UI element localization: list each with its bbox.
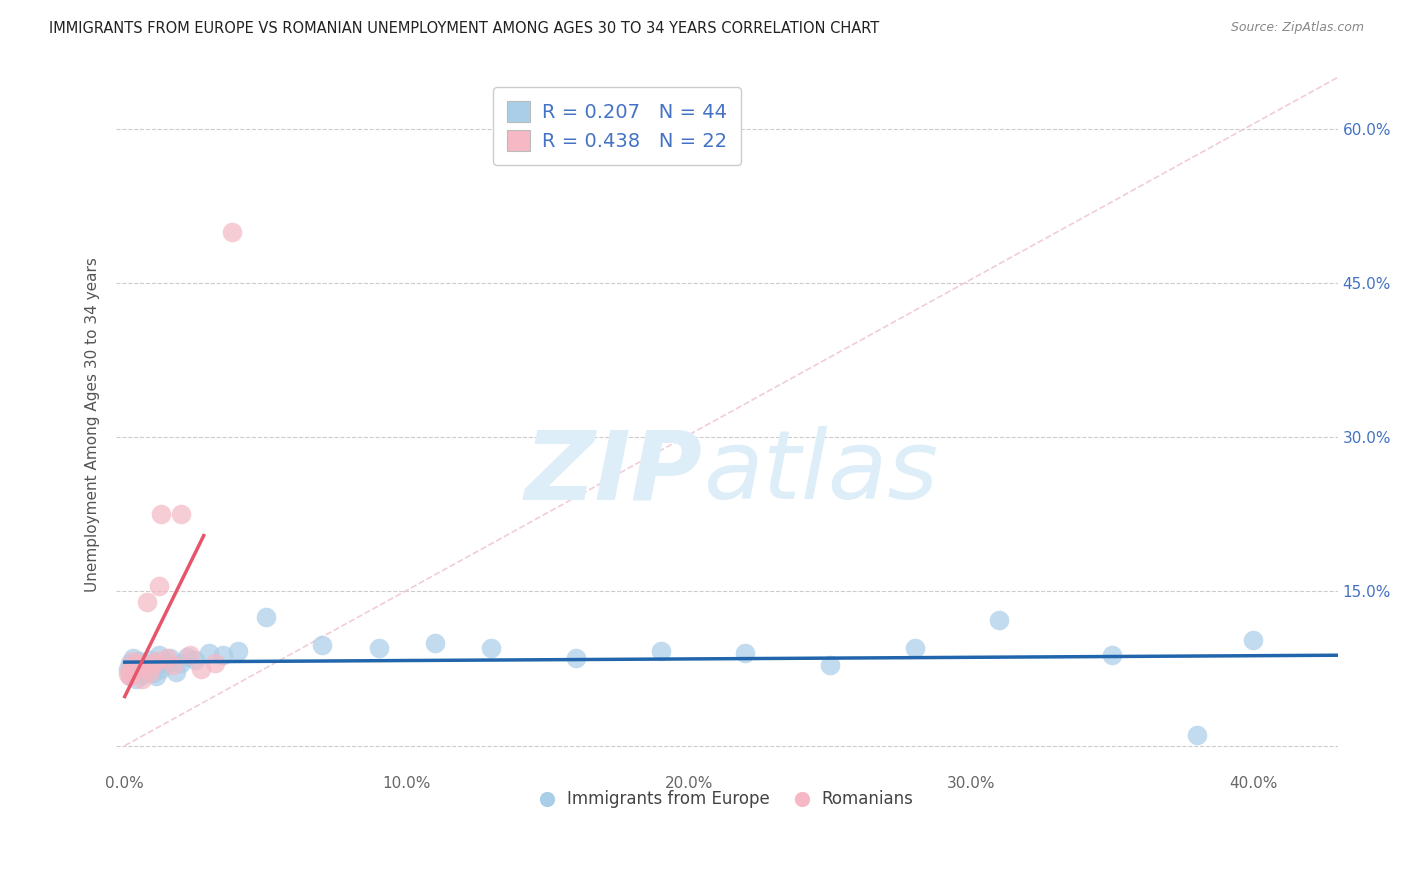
- Point: [122, 651, 145, 665]
- Point: [120, 669, 142, 683]
- Point: [128, 666, 150, 681]
- Point: [481, 640, 503, 655]
- Text: ZIP: ZIP: [524, 426, 703, 519]
- Point: [650, 644, 672, 658]
- Point: [142, 657, 165, 672]
- Point: [190, 662, 212, 676]
- Point: [136, 595, 159, 609]
- Text: atlas: atlas: [703, 426, 938, 519]
- Point: [423, 636, 446, 650]
- Point: [131, 667, 153, 681]
- Point: [125, 658, 148, 673]
- Point: [120, 662, 142, 676]
- Point: [156, 657, 179, 672]
- Point: [184, 653, 207, 667]
- Point: [142, 665, 165, 680]
- Point: [204, 657, 226, 671]
- Point: [170, 508, 193, 522]
- Point: [128, 654, 150, 668]
- Point: [212, 648, 235, 663]
- Point: [125, 672, 148, 686]
- Point: [988, 613, 1011, 627]
- Point: [179, 648, 201, 663]
- Point: [153, 654, 176, 668]
- Point: [134, 657, 156, 671]
- Point: [148, 648, 170, 663]
- Point: [221, 225, 243, 239]
- Point: [903, 640, 925, 655]
- Point: [565, 651, 588, 665]
- Point: [734, 646, 756, 660]
- Point: [131, 672, 153, 686]
- Point: [120, 669, 142, 683]
- Point: [139, 653, 162, 667]
- Point: [117, 666, 139, 681]
- Y-axis label: Unemployment Among Ages 30 to 34 years: Unemployment Among Ages 30 to 34 years: [86, 257, 100, 592]
- Point: [162, 658, 184, 673]
- Point: [150, 508, 173, 522]
- Point: [150, 662, 173, 676]
- Point: [145, 654, 167, 668]
- Point: [117, 662, 139, 676]
- Point: [159, 651, 181, 665]
- Point: [198, 646, 221, 660]
- Point: [156, 651, 179, 665]
- Point: [128, 657, 150, 671]
- Point: [122, 654, 145, 668]
- Point: [122, 665, 145, 679]
- Text: IMMIGRANTS FROM EUROPE VS ROMANIAN UNEMPLOYMENT AMONG AGES 30 TO 34 YEARS CORREL: IMMIGRANTS FROM EUROPE VS ROMANIAN UNEMP…: [49, 21, 880, 36]
- Point: [1241, 632, 1264, 647]
- Point: [226, 644, 249, 658]
- Point: [134, 660, 156, 674]
- Point: [136, 659, 159, 673]
- Point: [131, 660, 153, 674]
- Point: [1101, 648, 1123, 663]
- Point: [311, 638, 333, 652]
- Point: [145, 669, 167, 683]
- Point: [142, 657, 165, 672]
- Point: [818, 658, 841, 673]
- Point: [139, 665, 162, 679]
- Point: [122, 665, 145, 679]
- Point: [176, 650, 198, 665]
- Point: [1185, 728, 1208, 742]
- Legend: Immigrants from Europe, Romanians: Immigrants from Europe, Romanians: [534, 784, 920, 815]
- Point: [170, 657, 193, 671]
- Point: [254, 610, 277, 624]
- Point: [367, 640, 389, 655]
- Point: [120, 657, 142, 671]
- Point: [148, 579, 170, 593]
- Point: [134, 663, 156, 677]
- Point: [165, 665, 187, 679]
- Text: Source: ZipAtlas.com: Source: ZipAtlas.com: [1230, 21, 1364, 34]
- Point: [125, 658, 148, 673]
